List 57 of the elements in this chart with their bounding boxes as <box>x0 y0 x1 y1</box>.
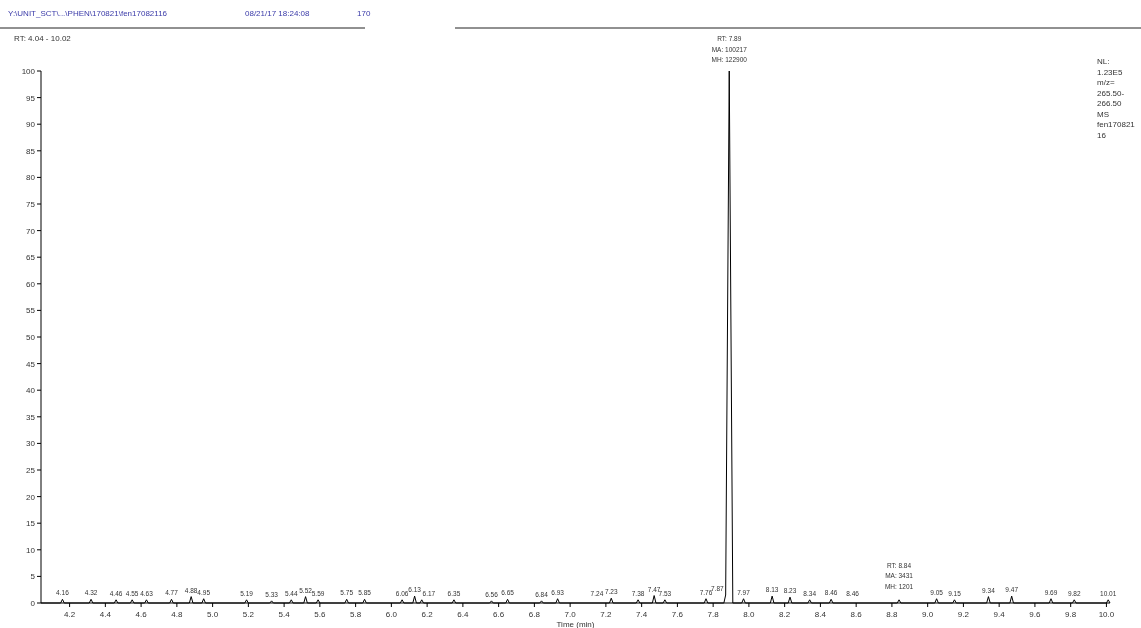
x-tick-label: 7.4 <box>636 610 648 619</box>
x-tick-label: 4.6 <box>135 610 148 619</box>
x-tick-label: 5.2 <box>242 610 255 619</box>
x-tick-label: 8.6 <box>850 610 863 619</box>
x-tick-label: 9.8 <box>1065 610 1077 619</box>
y-tick-label: 55 <box>26 306 36 316</box>
x-tick-label: 9.6 <box>1029 610 1042 619</box>
y-tick-label: 75 <box>26 200 36 209</box>
y-tick-label: 40 <box>26 386 36 396</box>
text: 10.0 <box>1098 610 1115 619</box>
y-tick-label: 0 <box>30 599 36 608</box>
x-tick-label: 9.4 <box>993 610 1006 619</box>
chart-subtitle: RT: 4.04 - 10.02 <box>14 34 72 43</box>
y-tick-label: 15 <box>26 519 36 529</box>
x-tick-label: 8.4 <box>814 610 827 619</box>
text: 7.0 <box>564 610 576 619</box>
x-tick-label: 7.6 <box>671 610 684 619</box>
text: 08/21/17 18:24:08 <box>245 9 311 18</box>
x-tick-label: 6.6 <box>493 610 505 619</box>
x-tick-label: 8.8 <box>886 610 899 619</box>
x-tick-label: 8.2 <box>779 610 791 619</box>
y-tick-label: 45 <box>26 359 36 369</box>
x-tick-label: 6.4 <box>457 610 469 619</box>
chart-title: Y:\UNIT_SCT\...\PHEN\170821\fen17082116 <box>8 9 168 18</box>
x-tick-label: 4.4 <box>99 610 112 619</box>
y-tick-label: 50 <box>26 333 36 342</box>
y-tick-label: 25 <box>26 466 36 475</box>
y-tick-label: 35 <box>26 412 36 422</box>
text: 5.0 <box>207 610 219 619</box>
x-tick-label: 4.2 <box>64 610 76 619</box>
annotation: NL: 1.23E5 m/z= 265.50- 266.50 MS fen170821 16 <box>1097 57 1136 140</box>
y-tick-label: 65 <box>26 253 36 263</box>
y-tick-label: 60 <box>26 279 36 289</box>
text: 170 <box>357 9 371 18</box>
text: 8.0 <box>743 610 755 619</box>
y-tick-label: 85 <box>26 146 36 156</box>
x-tick-label: 6.8 <box>528 610 541 619</box>
y-tick-label: 20 <box>26 492 36 502</box>
text: 9.0 <box>922 610 934 619</box>
x-tick-label: 6.2 <box>421 610 434 619</box>
y-tick-label: 90 <box>26 120 36 130</box>
y-tick-label: 95 <box>26 93 36 103</box>
x-tick-label: 7.8 <box>707 610 720 619</box>
y-tick-label: 70 <box>26 226 36 236</box>
y-tick-label: 30 <box>26 439 36 449</box>
y-tick-label: 80 <box>26 173 36 183</box>
x-tick-label: 5.4 <box>278 610 291 619</box>
x-tick-label: 5.6 <box>314 610 326 619</box>
y-tick-label: 10 <box>26 545 36 555</box>
x-tick-label: 4.8 <box>171 610 183 619</box>
y-tick-label: 5 <box>30 572 36 582</box>
text: 6.0 <box>385 610 397 619</box>
x-tick-label: 9.2 <box>957 610 970 619</box>
x-tick-label: 5.8 <box>350 610 362 619</box>
x-tick-label: 7.2 <box>600 610 612 619</box>
y-tick-label: 100 <box>21 67 36 76</box>
x-axis-title: Time (min) <box>556 620 595 628</box>
